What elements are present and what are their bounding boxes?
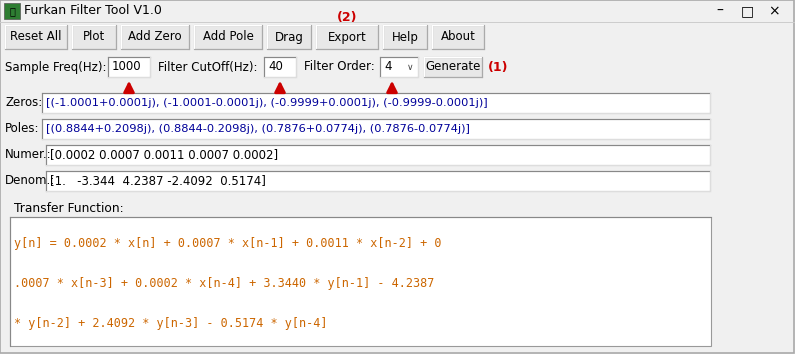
Text: .0007 * x[n-3] + 0.0002 * x[n-4] + 3.3440 * y[n-1] - 4.2387: .0007 * x[n-3] + 0.0002 * x[n-4] + 3.344… — [14, 277, 434, 290]
Text: Help: Help — [392, 30, 418, 44]
Text: 🕌: 🕌 — [9, 6, 15, 16]
FancyBboxPatch shape — [10, 217, 711, 346]
FancyBboxPatch shape — [264, 57, 296, 77]
Text: ×: × — [768, 4, 780, 18]
Text: Drag: Drag — [274, 30, 304, 44]
Text: Plot: Plot — [83, 30, 105, 44]
FancyBboxPatch shape — [424, 57, 482, 77]
Text: Zeros:: Zeros: — [5, 97, 42, 109]
Text: Add Pole: Add Pole — [203, 30, 254, 44]
Text: Transfer Function:: Transfer Function: — [14, 201, 124, 215]
FancyBboxPatch shape — [316, 25, 378, 49]
Text: [1.   -3.344  4.2387 -2.4092  0.5174]: [1. -3.344 4.2387 -2.4092 0.5174] — [50, 175, 266, 188]
FancyBboxPatch shape — [42, 93, 710, 113]
FancyBboxPatch shape — [42, 119, 710, 139]
Text: [(-1.0001+0.0001j), (-1.0001-0.0001j), (-0.9999+0.0001j), (-0.9999-0.0001j)]: [(-1.0001+0.0001j), (-1.0001-0.0001j), (… — [46, 98, 487, 108]
FancyBboxPatch shape — [383, 25, 427, 49]
Text: y[n] = 0.0002 * x[n] + 0.0007 * x[n-1] + 0.0011 * x[n-2] + 0: y[n] = 0.0002 * x[n] + 0.0007 * x[n-1] +… — [14, 237, 441, 250]
FancyBboxPatch shape — [46, 171, 710, 191]
Text: 1000: 1000 — [112, 61, 142, 74]
FancyBboxPatch shape — [432, 25, 484, 49]
FancyBboxPatch shape — [121, 25, 189, 49]
Text: Reset All: Reset All — [10, 30, 62, 44]
Text: ∨: ∨ — [407, 63, 413, 72]
Text: 4: 4 — [384, 61, 391, 74]
FancyBboxPatch shape — [380, 57, 418, 77]
FancyBboxPatch shape — [4, 3, 20, 19]
Text: Furkan Filter Tool V1.0: Furkan Filter Tool V1.0 — [24, 5, 162, 17]
Text: * y[n-2] + 2.4092 * y[n-3] - 0.5174 * y[n-4]: * y[n-2] + 2.4092 * y[n-3] - 0.5174 * y[… — [14, 317, 328, 330]
Text: Export: Export — [328, 30, 366, 44]
FancyBboxPatch shape — [108, 57, 150, 77]
FancyBboxPatch shape — [267, 25, 311, 49]
FancyBboxPatch shape — [46, 145, 710, 165]
Text: [0.0002 0.0007 0.0011 0.0007 0.0002]: [0.0002 0.0007 0.0011 0.0007 0.0002] — [50, 148, 278, 161]
Text: Filter CutOff(Hz):: Filter CutOff(Hz): — [158, 61, 258, 74]
Text: (2): (2) — [337, 11, 357, 24]
Text: Generate: Generate — [425, 61, 481, 74]
FancyBboxPatch shape — [0, 0, 795, 22]
Text: –: – — [716, 4, 723, 18]
Text: 40: 40 — [268, 61, 283, 74]
FancyBboxPatch shape — [72, 25, 116, 49]
Text: Add Zero: Add Zero — [128, 30, 182, 44]
Text: (1): (1) — [488, 61, 509, 74]
Text: Numer.:: Numer.: — [5, 148, 52, 161]
Text: Poles:: Poles: — [5, 122, 40, 136]
Text: Filter Order:: Filter Order: — [304, 61, 374, 74]
Text: Sample Freq(Hz):: Sample Freq(Hz): — [5, 61, 107, 74]
FancyBboxPatch shape — [194, 25, 262, 49]
FancyBboxPatch shape — [5, 25, 67, 49]
Text: Denom.:: Denom.: — [5, 175, 55, 188]
Text: [(0.8844+0.2098j), (0.8844-0.2098j), (0.7876+0.0774j), (0.7876-0.0774j)]: [(0.8844+0.2098j), (0.8844-0.2098j), (0.… — [46, 124, 470, 134]
Text: □: □ — [740, 4, 754, 18]
Text: About: About — [440, 30, 475, 44]
